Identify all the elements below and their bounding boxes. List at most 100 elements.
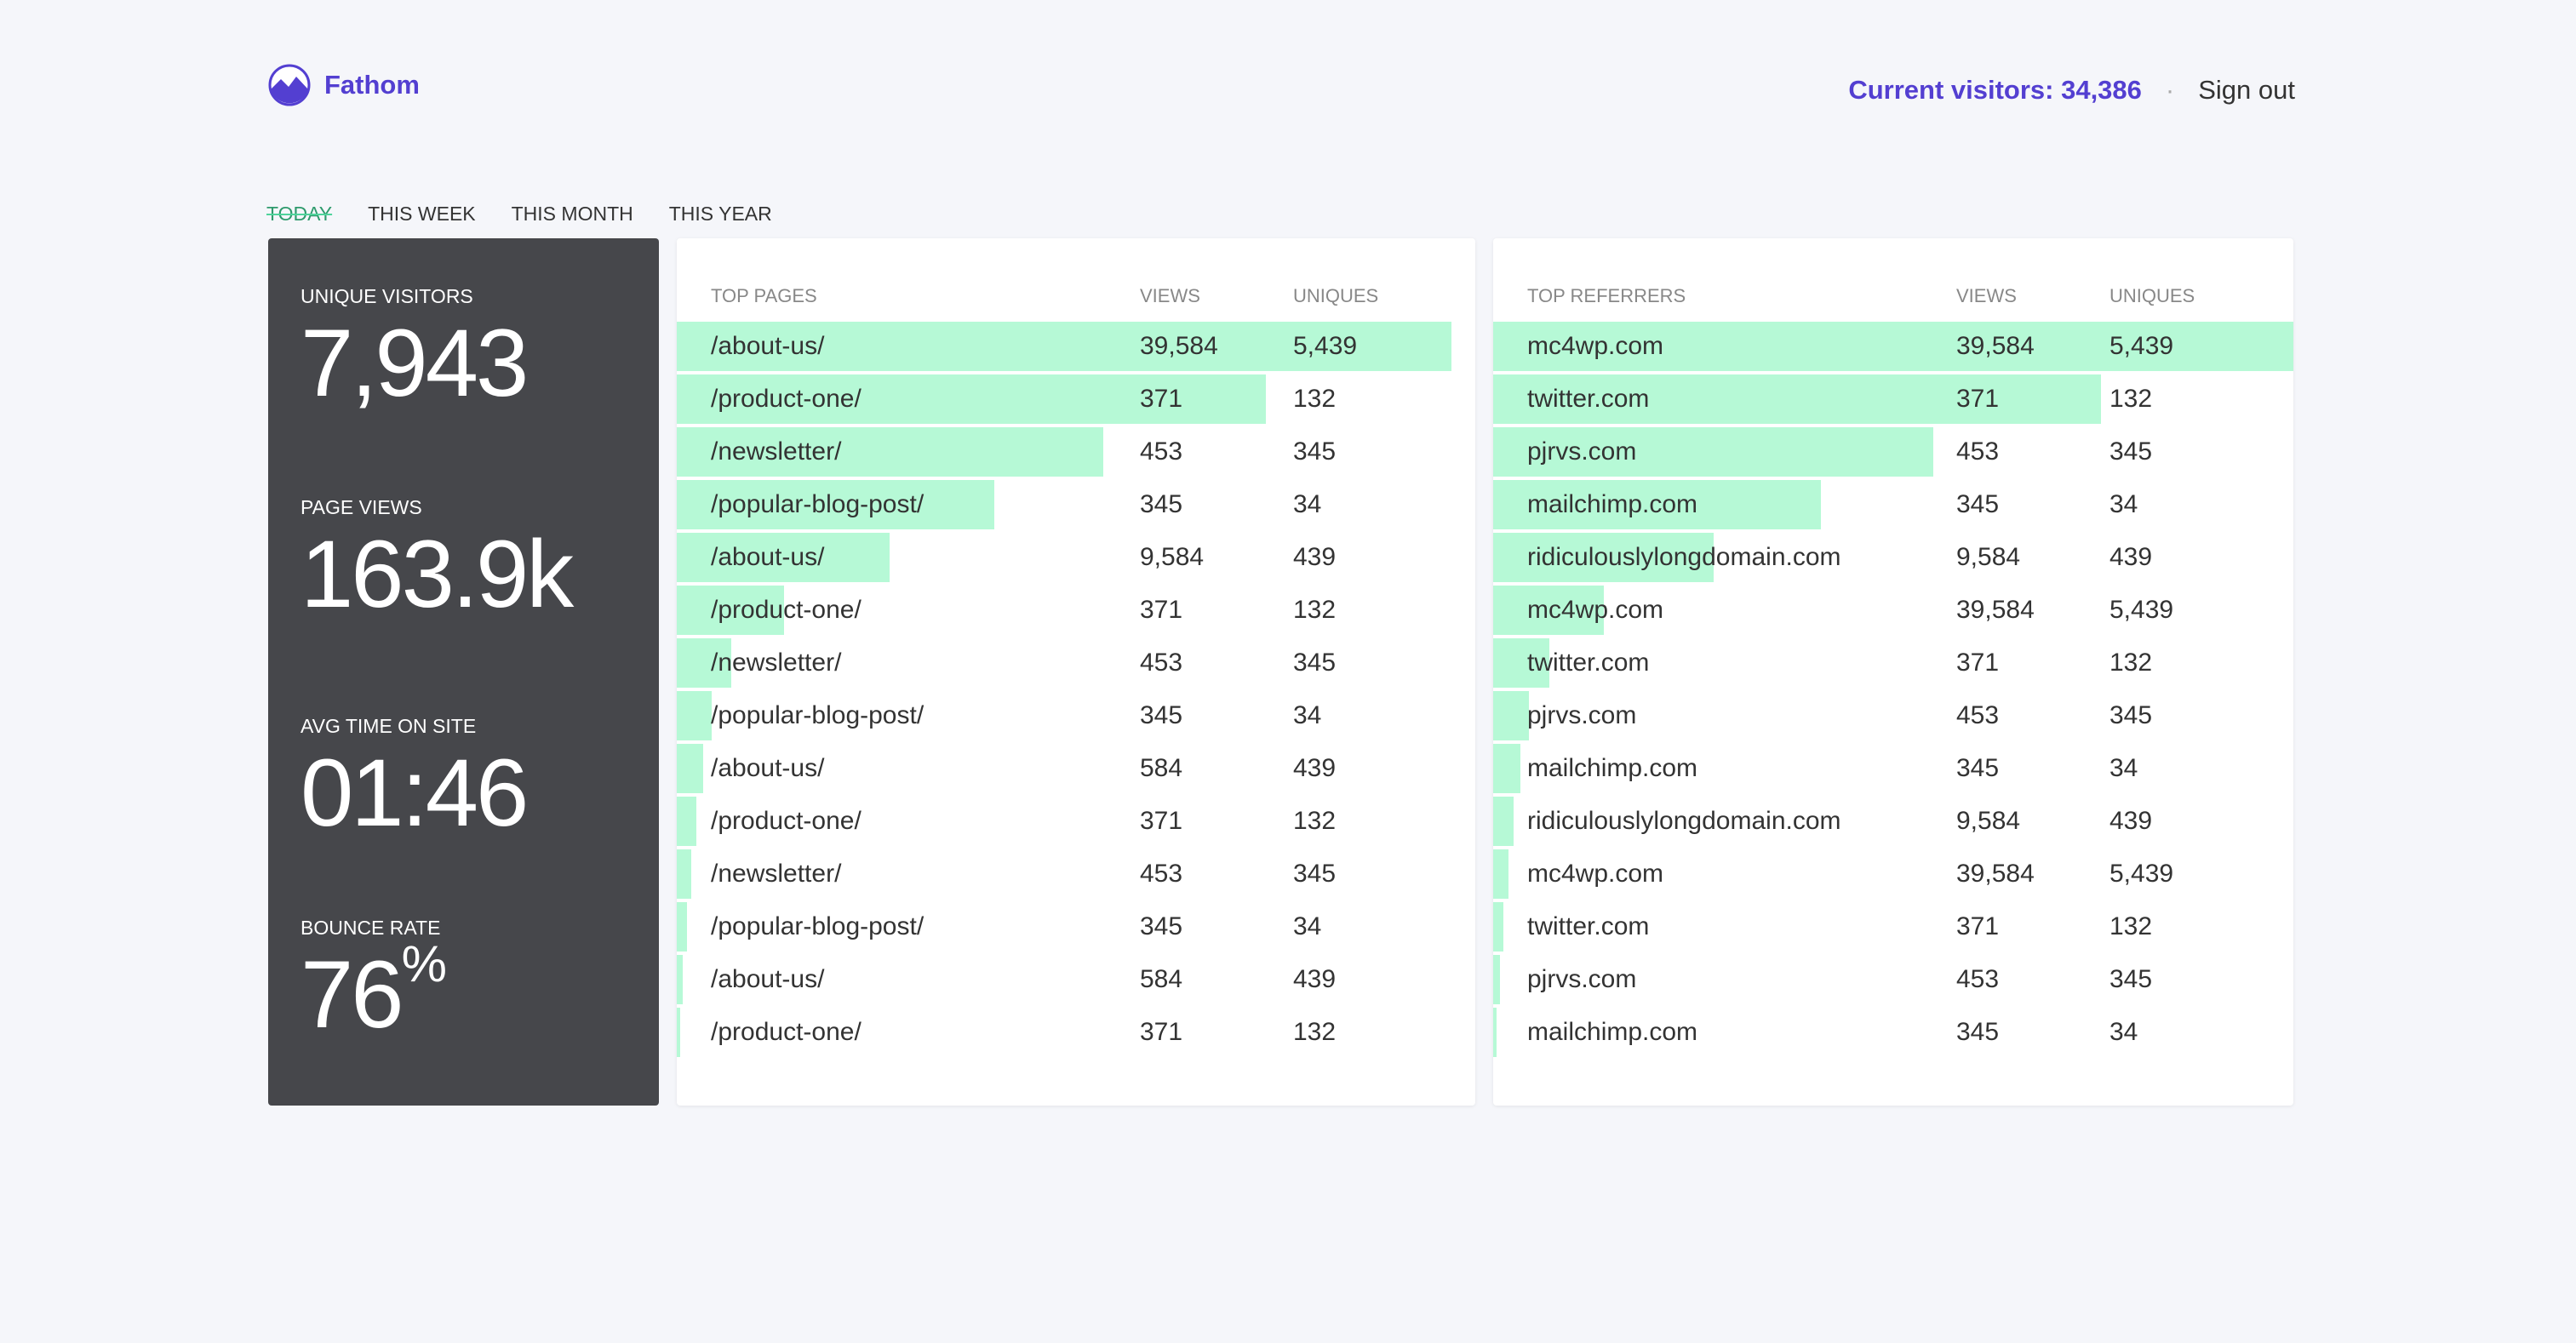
table-row[interactable]: mailchimp.com 345 34 (1493, 1006, 2293, 1059)
row-name: /product-one/ (711, 807, 862, 835)
table-row[interactable]: /product-one/371 132 (677, 1006, 1475, 1059)
top-referrers: TOP REFERRERS VIEWS UNIQUES mc4wp.com 39,584… (1493, 238, 2293, 1106)
row-bar (1493, 480, 1822, 529)
row-name: twitter.com (1527, 385, 1650, 413)
table-row[interactable]: /newsletter/453 345 (677, 426, 1475, 478)
table-row[interactable]: mailchimp.com 345 34 (1493, 478, 2293, 531)
table-row[interactable]: /about-us/584 439 (677, 742, 1475, 795)
row-bar (1493, 638, 1549, 688)
row-name: /about-us/ (711, 543, 825, 571)
row-bar (677, 533, 890, 582)
logo-icon (268, 64, 311, 106)
table-row[interactable]: /popular-blog-post/345 34 (677, 689, 1475, 742)
stat-unit: % (401, 935, 447, 992)
column-header: VIEWS (1140, 285, 1200, 306)
table-row[interactable]: /product-one/371 132 (677, 584, 1475, 637)
sign-out[interactable]: Sign out (2198, 75, 2295, 105)
row-count: 371 (1956, 385, 2000, 413)
table-row[interactable]: mc4wp.com 39,584 5,439 (1493, 848, 2293, 900)
row-name: mailchimp.com (1527, 490, 1698, 518)
table-row[interactable]: /newsletter/453 345 (677, 848, 1475, 900)
tab[interactable]: THIS WEEK (368, 203, 476, 225)
row-bar (677, 322, 1451, 371)
row-bar (677, 797, 696, 846)
table-row[interactable]: ridiculouslylongdomain.com 9,584 439 (1493, 795, 2293, 848)
row-name: mc4wp.com (1527, 332, 1664, 360)
row-count: 345 (1956, 754, 2000, 782)
row-count: 34 (2109, 754, 2138, 782)
row-name: /popular-blog-post/ (711, 490, 924, 518)
table-row[interactable]: /product-one/371 132 (677, 373, 1475, 426)
row-count: 584 (1140, 754, 1183, 782)
row-name: mailchimp.com (1527, 754, 1698, 782)
stat-number: 76 (301, 941, 404, 1048)
row-count: 371 (1956, 912, 2000, 940)
row-name: /about-us/ (711, 332, 825, 360)
table-row[interactable]: mc4wp.com 39,584 5,439 (1493, 320, 2293, 373)
row-count: 371 (1140, 385, 1183, 413)
row-count: 5,439 (2109, 332, 2174, 360)
row-count: 5,439 (2109, 860, 2174, 888)
tab[interactable]: THIS YEAR (668, 203, 772, 225)
separator: · (2165, 75, 2175, 105)
stat-value: 7,943 (301, 308, 529, 418)
table-row[interactable]: /product-one/371 132 (677, 795, 1475, 848)
current-visitors: Current visitors: 34,386 (1848, 75, 2142, 105)
table-row[interactable]: mc4wp.com 39,584 5,439 (1493, 584, 2293, 637)
row-bar (677, 480, 995, 529)
row-count: 39,584 (1956, 596, 2035, 624)
row-bar (1493, 691, 1530, 740)
row-name: twitter.com (1527, 649, 1650, 677)
stat-number: 163.9k (301, 521, 574, 627)
table-row[interactable]: twitter.com 371 132 (1493, 900, 2293, 953)
table-row[interactable]: /popular-blog-post/345 34 (677, 478, 1475, 531)
row-count: 453 (1140, 437, 1183, 466)
row-count: 132 (2109, 649, 2153, 677)
row-count: 453 (1956, 701, 2000, 729)
table-row[interactable]: /about-us/39,584 5,439 (677, 320, 1475, 373)
stat-value: 163.9k (301, 519, 574, 629)
row-bar (1493, 427, 1933, 477)
table-row[interactable]: ridiculouslylongdomain.com 9,584 439 (1493, 531, 2293, 584)
row-count: 439 (1293, 965, 1337, 993)
row-count: 345 (1293, 860, 1337, 888)
row-bar (677, 902, 687, 952)
row-bar (1493, 744, 1520, 793)
row-count: 9,584 (1956, 543, 2021, 571)
table-row[interactable]: /popular-blog-post/345 34 (677, 900, 1475, 953)
table-row[interactable]: /newsletter/453 345 (677, 637, 1475, 689)
table-row[interactable]: pjrvs.com 453 345 (1493, 953, 2293, 1006)
row-count: 345 (2109, 965, 2153, 993)
row-count: 439 (2109, 543, 2153, 571)
tab[interactable]: TODAY (266, 203, 333, 225)
row-count: 39,584 (1956, 332, 2035, 360)
table-row[interactable]: pjrvs.com 453 345 (1493, 426, 2293, 478)
row-bar (1493, 797, 1514, 846)
row-bar (1493, 955, 1500, 1004)
table-row[interactable]: /about-us/9,584 439 (677, 531, 1475, 584)
row-count: 439 (1293, 543, 1337, 571)
logo[interactable]: Fathom (268, 64, 420, 106)
table-row[interactable]: twitter.com 371 132 (1493, 637, 2293, 689)
top-pages: TOP PAGES VIEWS UNIQUES/about-us/39,584 5,4… (677, 238, 1475, 1106)
row-name: /newsletter/ (711, 437, 842, 466)
stat-label: AVG TIME ON SITE (301, 715, 477, 737)
table-row[interactable]: /about-us/584 439 (677, 953, 1475, 1006)
row-bar (677, 1008, 680, 1057)
tab[interactable]: THIS MONTH (511, 203, 633, 225)
row-count: 345 (1956, 1018, 2000, 1046)
stat-label: BOUNCE RATE (301, 917, 441, 939)
table-row[interactable]: mailchimp.com 345 34 (1493, 742, 2293, 795)
row-count: 439 (2109, 807, 2153, 835)
row-name: twitter.com (1527, 912, 1650, 940)
table-row[interactable]: twitter.com 371 132 (1493, 373, 2293, 426)
row-count: 5,439 (1293, 332, 1358, 360)
row-bar (677, 955, 684, 1004)
column-header: TOP PAGES (711, 285, 817, 306)
row-count: 34 (2109, 490, 2138, 518)
row-name: mailchimp.com (1527, 1018, 1698, 1046)
stat-number: 7,943 (301, 310, 529, 416)
table-row[interactable]: pjrvs.com 453 345 (1493, 689, 2293, 742)
row-count: 371 (1140, 596, 1183, 624)
